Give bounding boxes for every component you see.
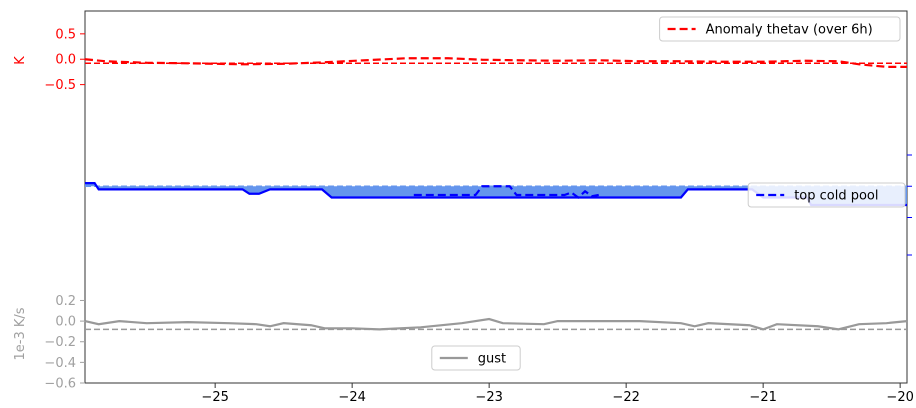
y-tick-label: −0.5 — [44, 78, 76, 93]
legend-layer: Anomaly thetav (over 6h) top cold pool gus… — [431, 16, 906, 371]
y-tick-label: 0.0 — [55, 315, 76, 330]
x-tick-label: −23 — [475, 390, 502, 405]
y-tick-label: 0.5 — [55, 27, 76, 42]
legend-box — [747, 182, 906, 208]
series-line — [413, 185, 599, 199]
axis-layer: −25 −24 −23 −22 −21 −20 0.5 0.0 −0.5 K 0.2 0.0 −0.2 −… — [13, 27, 914, 405]
y-tick-label: 0.2 — [55, 294, 76, 309]
x-tick-label: −24 — [338, 390, 365, 405]
y-tick-label: 0.0 — [55, 53, 76, 68]
y-tick-label: −0.6 — [44, 377, 76, 392]
y-axis-label: K — [13, 56, 28, 65]
legend-box — [431, 345, 521, 371]
y-tick-label: −0.4 — [44, 356, 76, 371]
x-tick-label: −22 — [612, 390, 639, 405]
legend-label: gust — [478, 352, 506, 367]
x-tick-label: −21 — [749, 390, 776, 405]
series-line — [84, 317, 908, 331]
legend-label: top cold pool — [794, 189, 878, 204]
y-tick-label: −0.2 — [44, 335, 76, 350]
legend-label: Anomaly thetav (over 6h) — [706, 23, 873, 38]
legend-box — [659, 16, 901, 42]
x-tick-label: −20 — [886, 390, 913, 405]
x-tick-label: −25 — [201, 390, 228, 405]
y-axis-label: 1e-3 K/s — [13, 307, 28, 360]
series-line — [84, 57, 907, 68]
